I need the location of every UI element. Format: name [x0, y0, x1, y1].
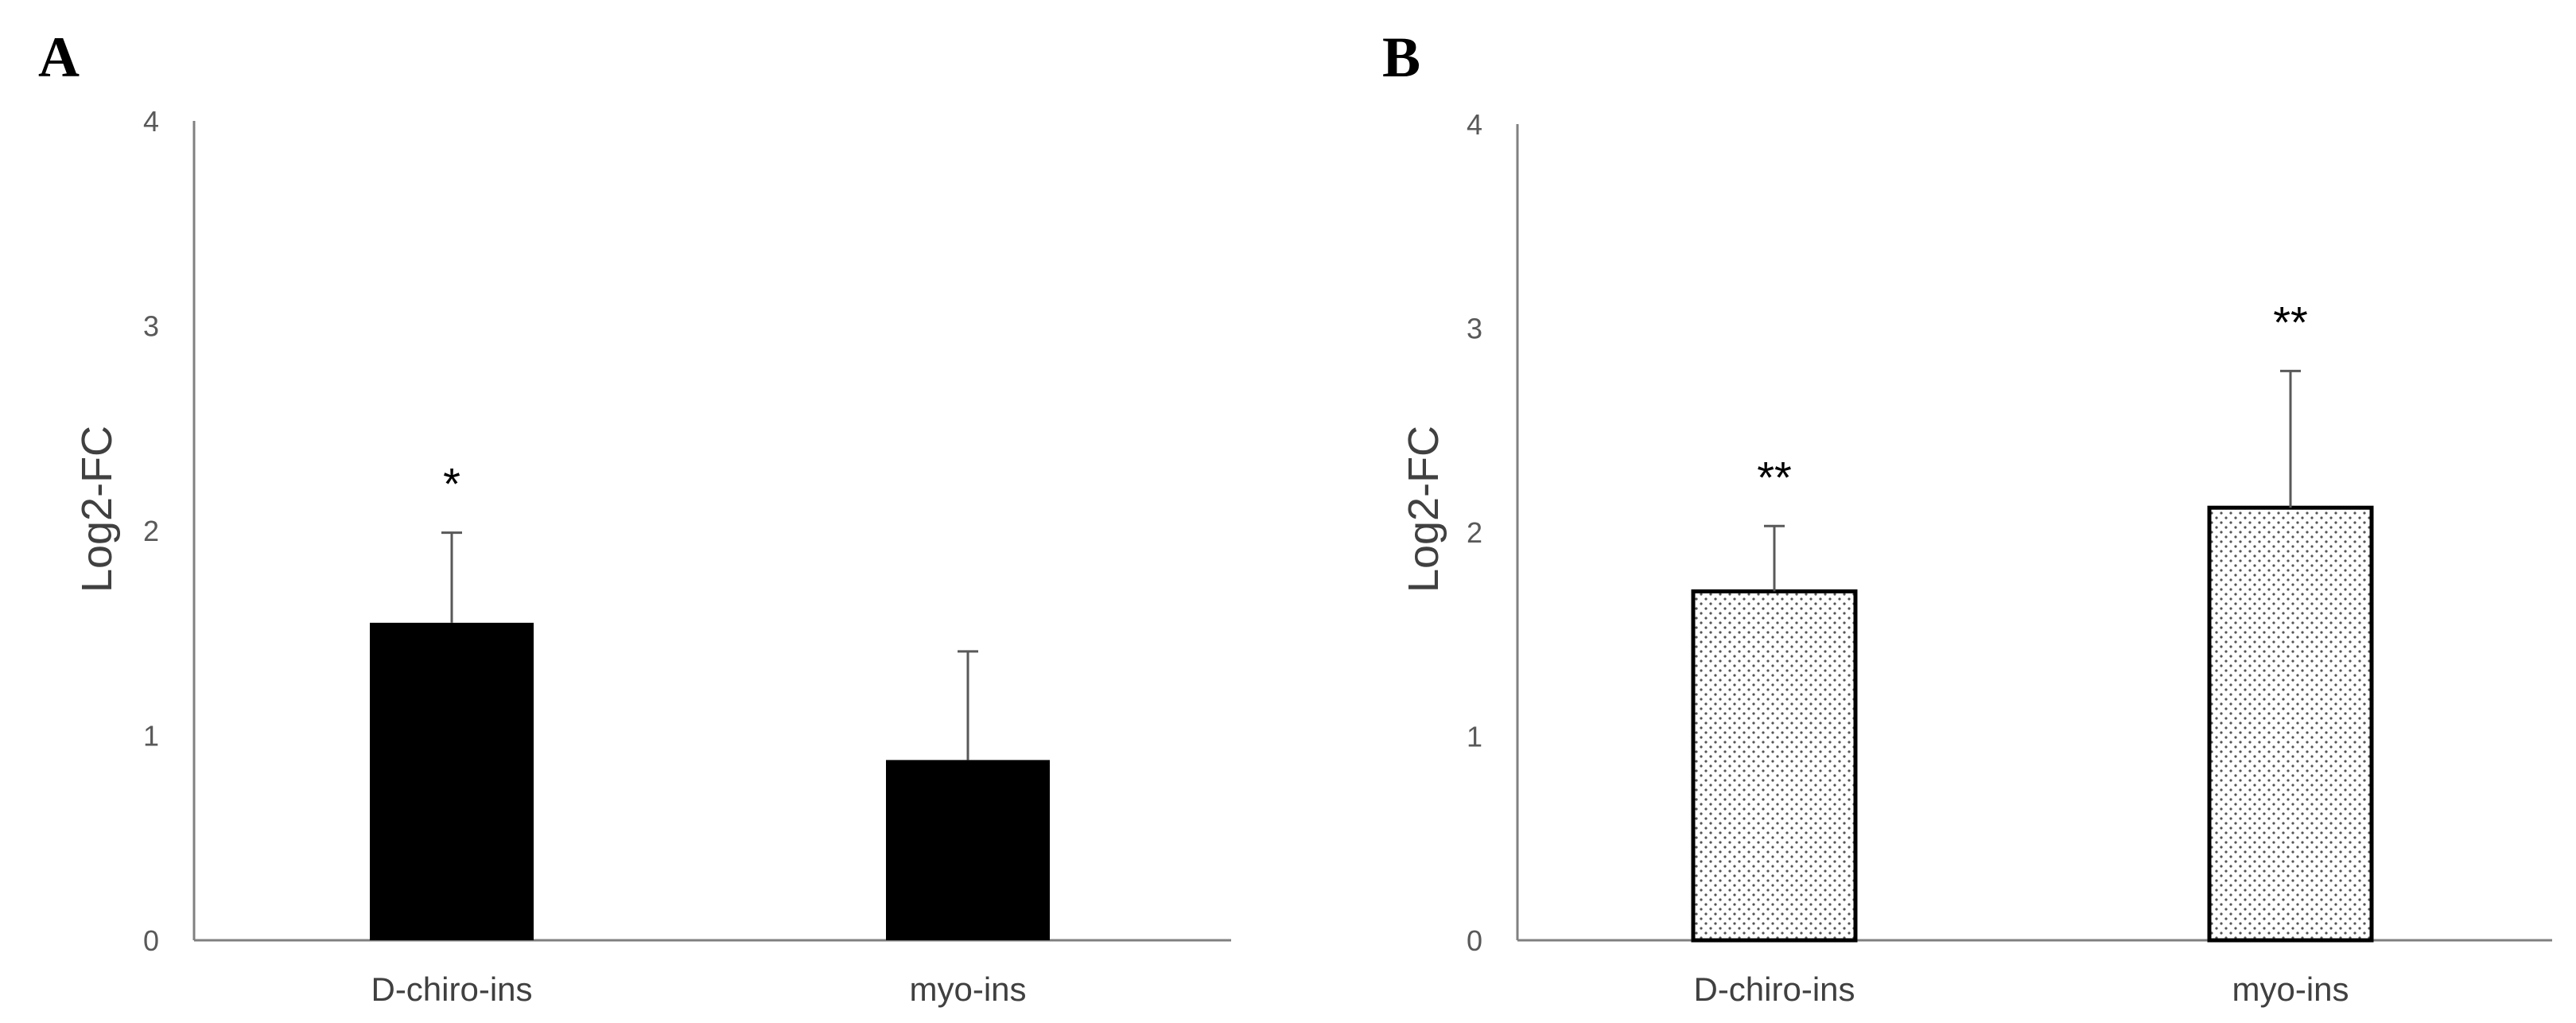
category-label: myo-ins: [2232, 970, 2349, 1008]
y-tick-label: 1: [1467, 721, 1482, 753]
significance-mark: *: [443, 459, 460, 509]
significance-mark: **: [2273, 297, 2308, 347]
bar-D-chiro-ins: [370, 622, 534, 940]
category-label: myo-ins: [909, 970, 1026, 1008]
bar-myo-ins: [886, 760, 1050, 940]
y-tick-label: 2: [1467, 516, 1482, 549]
y-axis-label: Log2-FC: [1400, 426, 1447, 593]
panel-letter: B: [1382, 25, 1420, 89]
significance-marks: *: [443, 459, 460, 509]
panel-a: A Log2-FC 0 1 2 3 4 * D-chiro-ins myo-ins: [38, 25, 1231, 1008]
category-label: D-chiro-ins: [371, 970, 532, 1008]
y-tick-labels: 0 1 2 3 4: [1467, 108, 1482, 957]
y-tick-label: 4: [1467, 108, 1482, 141]
significance-mark: **: [1757, 452, 1792, 502]
y-tick-label: 0: [1467, 924, 1482, 957]
y-tick-label: 1: [143, 720, 159, 753]
y-axis-label: Log2-FC: [73, 426, 121, 593]
y-tick-label: 3: [143, 310, 159, 343]
y-tick-label: 2: [143, 515, 159, 547]
error-bars: [1764, 369, 2301, 592]
error-bars: [441, 531, 978, 760]
y-tick-label: 0: [143, 924, 159, 957]
y-tick-label: 4: [143, 105, 159, 138]
category-labels: D-chiro-ins myo-ins: [1693, 970, 2349, 1008]
bar-D-chiro-ins: [1691, 589, 1858, 943]
bars: [370, 622, 1050, 940]
panel-letter: A: [38, 25, 80, 89]
category-label: D-chiro-ins: [1693, 970, 1855, 1008]
bars: [1691, 505, 2374, 943]
significance-marks: ** **: [1757, 297, 2308, 502]
panel-b: B Log2-FC 0 1 2 3 4 ** ** D-chiro-ins myo-ins: [1382, 25, 2552, 1008]
category-labels: D-chiro-ins myo-ins: [371, 970, 1026, 1008]
y-tick-labels: 0 1 2 3 4: [143, 105, 159, 957]
bar-myo-ins: [2207, 505, 2374, 943]
y-tick-label: 3: [1467, 313, 1482, 345]
